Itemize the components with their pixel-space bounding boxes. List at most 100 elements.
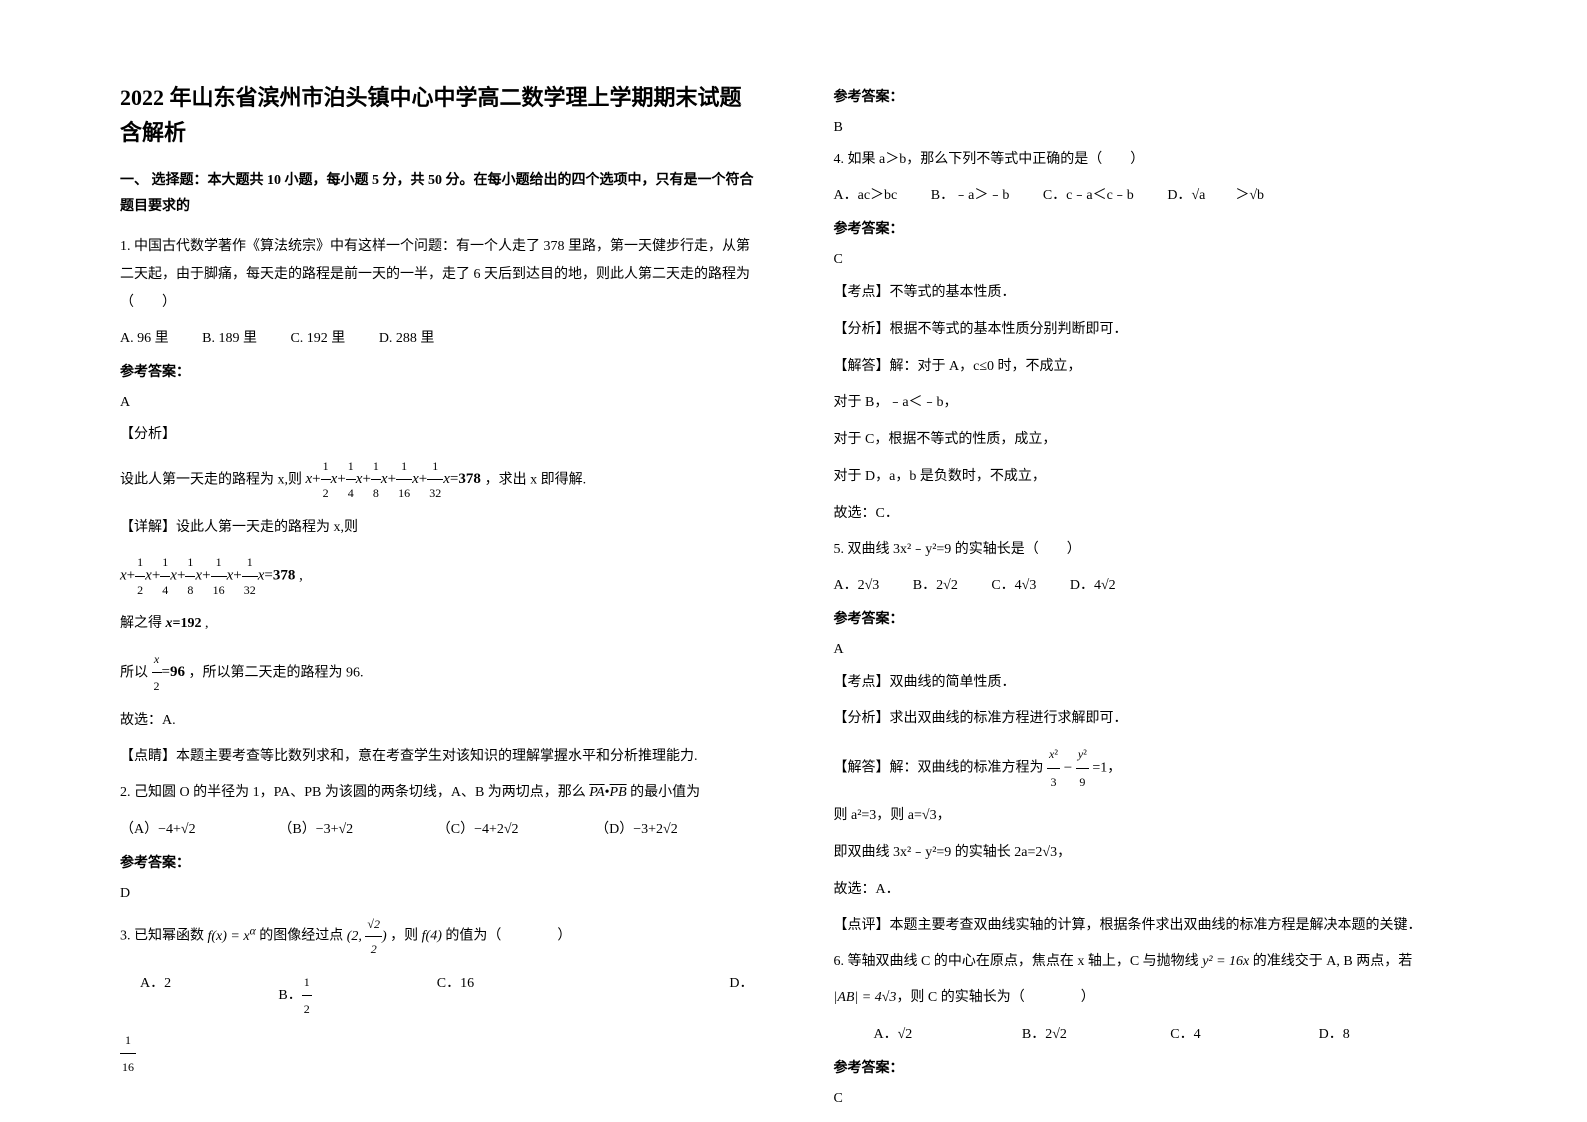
- q5-point: 【考点】双曲线的简单性质．: [834, 668, 1468, 699]
- q5-std-form: x²3 − y²9: [1047, 760, 1089, 776]
- q1-opt-a: A. 96 里: [120, 331, 169, 346]
- q5-text: 5. 双曲线 3x²﹣y²=9 的实轴长是（ ）: [834, 536, 1468, 564]
- q5-solve1: 【解答】解：双曲线的标准方程为 x²3 − y²9 =1，: [834, 741, 1468, 795]
- q6-opt-c: C．4: [1170, 1020, 1318, 1051]
- q1-answer-label: 参考答案：: [120, 361, 754, 381]
- q6-answer: C: [834, 1085, 1468, 1113]
- q1-analysis-label: 【分析】: [120, 421, 754, 449]
- q4-opt-a: A．ac＞bc: [834, 188, 898, 203]
- q4-opt-d: D．√a＞√b: [1167, 188, 1294, 203]
- q6-mid: 的准线交于 A, B 两点，若: [1249, 954, 1412, 969]
- q1-formula-3: x2=96: [152, 664, 185, 680]
- q5-opt-b: B．2√2: [913, 578, 958, 593]
- q4-solve1: 【解答】解：对于 A，c≤0 时，不成立，: [834, 352, 1468, 383]
- q3-opt-c: C．16: [437, 969, 595, 1023]
- q3-pt: (2, √22): [347, 929, 387, 944]
- q4-opt-b: B．﹣a＞﹣b: [931, 188, 1010, 203]
- q1-options: A. 96 里 B. 189 里 C. 192 里 D. 288 里: [120, 325, 754, 353]
- q5-opt-a: A．2√3: [834, 578, 880, 593]
- q6-options: A．√2 B．2√2 C．4 D．8: [834, 1020, 1468, 1051]
- q3-opt-b-frac: 12: [302, 969, 312, 1023]
- q1-text: 1. 中国古代数学著作《算法统宗》中有这样一个问题：有一个人走了 378 里路，…: [120, 233, 754, 317]
- q6-opt-b: B．2√2: [1022, 1020, 1170, 1051]
- q1-detail: 【详解】设此人第一天走的路程为 x,则: [120, 513, 754, 544]
- q2-opt-a: （A）−4+√2: [120, 815, 278, 846]
- q5-comment: 【点评】本题主要考查双曲线实轴的计算，根据条件求出双曲线的标准方程是解决本题的关…: [834, 911, 1468, 942]
- q3-opt-a: A．2: [120, 969, 278, 1023]
- q5-solve3: 即双曲线 3x²﹣y²=9 的实轴长 2a=2√3，: [834, 838, 1468, 869]
- q3-mid: 的图像经过点: [256, 929, 347, 944]
- q4-options: A．ac＞bc B．﹣a＞﹣b C．c﹣a＜c﹣b D．√a＞√b: [834, 182, 1468, 210]
- q3-opt-b: B．12: [278, 969, 436, 1023]
- q3-answer: B: [834, 114, 1468, 142]
- q1-so-prefix: 所以: [120, 665, 148, 680]
- q3-opt-d: D．: [595, 969, 753, 1023]
- q1-a1-suffix: ，求出 x 即得解.: [485, 472, 587, 487]
- q1-so: 所以 x2=96 ，所以第二天走的路程为 96.: [120, 646, 754, 700]
- q5-answer: A: [834, 636, 1468, 664]
- q2-answer: D: [120, 880, 754, 908]
- q5-opt-d: D．4√2: [1070, 578, 1116, 593]
- q2-vec: PA: [589, 785, 604, 800]
- q2-opt-d: （D）−3+2√2: [595, 815, 753, 846]
- q1-pick: 故选：A.: [120, 706, 754, 737]
- q1-opt-d: D. 288 里: [379, 331, 435, 346]
- q5-s1-suffix: =1，: [1092, 761, 1121, 776]
- q5-s1-prefix: 【解答】解：双曲线的标准方程为: [834, 761, 1048, 776]
- q2-text: 2. 己知圆 O 的半径为 1，PA、PB 为该圆的两条切线，A、B 为两切点，…: [120, 779, 754, 807]
- page-title: 2022 年山东省滨州市泊头镇中心中学高二数学理上学期期末试题含解析: [120, 80, 754, 150]
- q6-ab: |AB| = 4√3: [834, 990, 897, 1005]
- q4-solve4: 对于 D，a，b 是负数时，不成立，: [834, 462, 1468, 493]
- q6-text2: |AB| = 4√3，则 C 的实轴长为（ ）: [834, 984, 1468, 1012]
- q6-answer-label: 参考答案：: [834, 1057, 1468, 1077]
- q5-pick: 故选：A．: [834, 875, 1468, 906]
- q3-frac16: 116: [120, 1027, 754, 1081]
- q3-f4: f(4): [422, 929, 442, 944]
- q6-text: 6. 等轴双曲线 C 的中心在原点，焦点在 x 轴上，C 与抛物线 y² = 1…: [834, 948, 1468, 976]
- q2-answer-label: 参考答案：: [120, 852, 754, 872]
- q5-analysis: 【分析】求出双曲线的标准方程进行求解即可．: [834, 704, 1468, 735]
- q4-point: 【考点】不等式的基本性质．: [834, 278, 1468, 309]
- q1-analysis-1: 设此人第一天走的路程为 x,则 x+12x+14x+18x+116x+132x=…: [120, 453, 754, 507]
- q2-opt-c: （C）−4+2√2: [437, 815, 595, 846]
- q1-formula-1: x+12x+14x+18x+116x+132x=378: [306, 471, 485, 487]
- q4-answer: C: [834, 246, 1468, 274]
- q6-parabola: y² = 16x: [1202, 954, 1249, 969]
- q3-suffix: 的值为（ ）: [442, 929, 572, 944]
- q6-prefix: 6. 等轴双曲线 C 的中心在原点，焦点在 x 轴上，C 与抛物线: [834, 954, 1203, 969]
- q3-options: A．2 B．12 C．16 D．: [120, 969, 754, 1023]
- q5-options: A．2√3 B．2√2 C．4√3 D．4√2: [834, 572, 1468, 600]
- q1-opt-b: B. 189 里: [202, 331, 257, 346]
- q2-vec2: PB: [610, 785, 627, 800]
- q4-opt-c: C．c﹣a＜c﹣b: [1043, 188, 1134, 203]
- q1-solve: 解之得 x=192 ,: [120, 609, 754, 640]
- q3-prefix: 3. 已知幂函数: [120, 929, 208, 944]
- q3-fn: f(x) = xα: [208, 929, 256, 944]
- q4-pick: 故选：C．: [834, 499, 1468, 530]
- q5-opt-c: C．4√3: [991, 578, 1036, 593]
- q4-analysis: 【分析】根据不等式的基本性质分别判断即可．: [834, 315, 1468, 346]
- q4-solve2: 对于 B，﹣a＜﹣b，: [834, 388, 1468, 419]
- q4-answer-label: 参考答案：: [834, 218, 1468, 238]
- q3-opt-b-prefix: B．: [278, 988, 301, 1003]
- q1-answer: A: [120, 389, 754, 417]
- q4-text: 4. 如果 a＞b，那么下列不等式中正确的是（ ）: [834, 146, 1468, 174]
- q5-solve2: 则 a²=3，则 a=√3，: [834, 801, 1468, 832]
- q2-options: （A）−4+√2 （B）−3+√2 （C）−4+2√2 （D）−3+2√2: [120, 815, 754, 846]
- q1-point: 【点睛】本题主要考查等比数列求和，意在考查学生对该知识的理解掌握水平和分析推理能…: [120, 742, 754, 773]
- q2-opt-b: （B）−3+√2: [278, 815, 436, 846]
- q1-so-suffix: ，所以第二天走的路程为 96.: [188, 665, 363, 680]
- q5-answer-label: 参考答案：: [834, 608, 1468, 628]
- q1-formula-2: x+12x+14x+18x+116x+132x=378 ,: [120, 549, 754, 603]
- q2-prefix: 2. 己知圆 O 的半径为 1，PA、PB 为该圆的两条切线，A、B 为两切点，…: [120, 785, 589, 800]
- q1-opt-c: C. 192 里: [290, 331, 345, 346]
- q6-suffix: ，则 C 的实轴长为（ ）: [896, 990, 1094, 1005]
- q1-a1-prefix: 设此人第一天走的路程为 x,则: [120, 472, 302, 487]
- section-header: 一、 选择题：本大题共 10 小题，每小题 5 分，共 50 分。在每小题给出的…: [120, 168, 754, 218]
- q3-answer-label: 参考答案：: [834, 86, 1468, 106]
- q6-opt-d: D．8: [1319, 1020, 1467, 1051]
- q6-opt-a: A．√2: [874, 1020, 1022, 1051]
- q2-suffix: 的最小值为: [627, 785, 701, 800]
- q3-text: 3. 已知幂函数 f(x) = xα 的图像经过点 (2, √22) ，则 f(…: [120, 912, 754, 961]
- q4-solve3: 对于 C，根据不等式的性质，成立，: [834, 425, 1468, 456]
